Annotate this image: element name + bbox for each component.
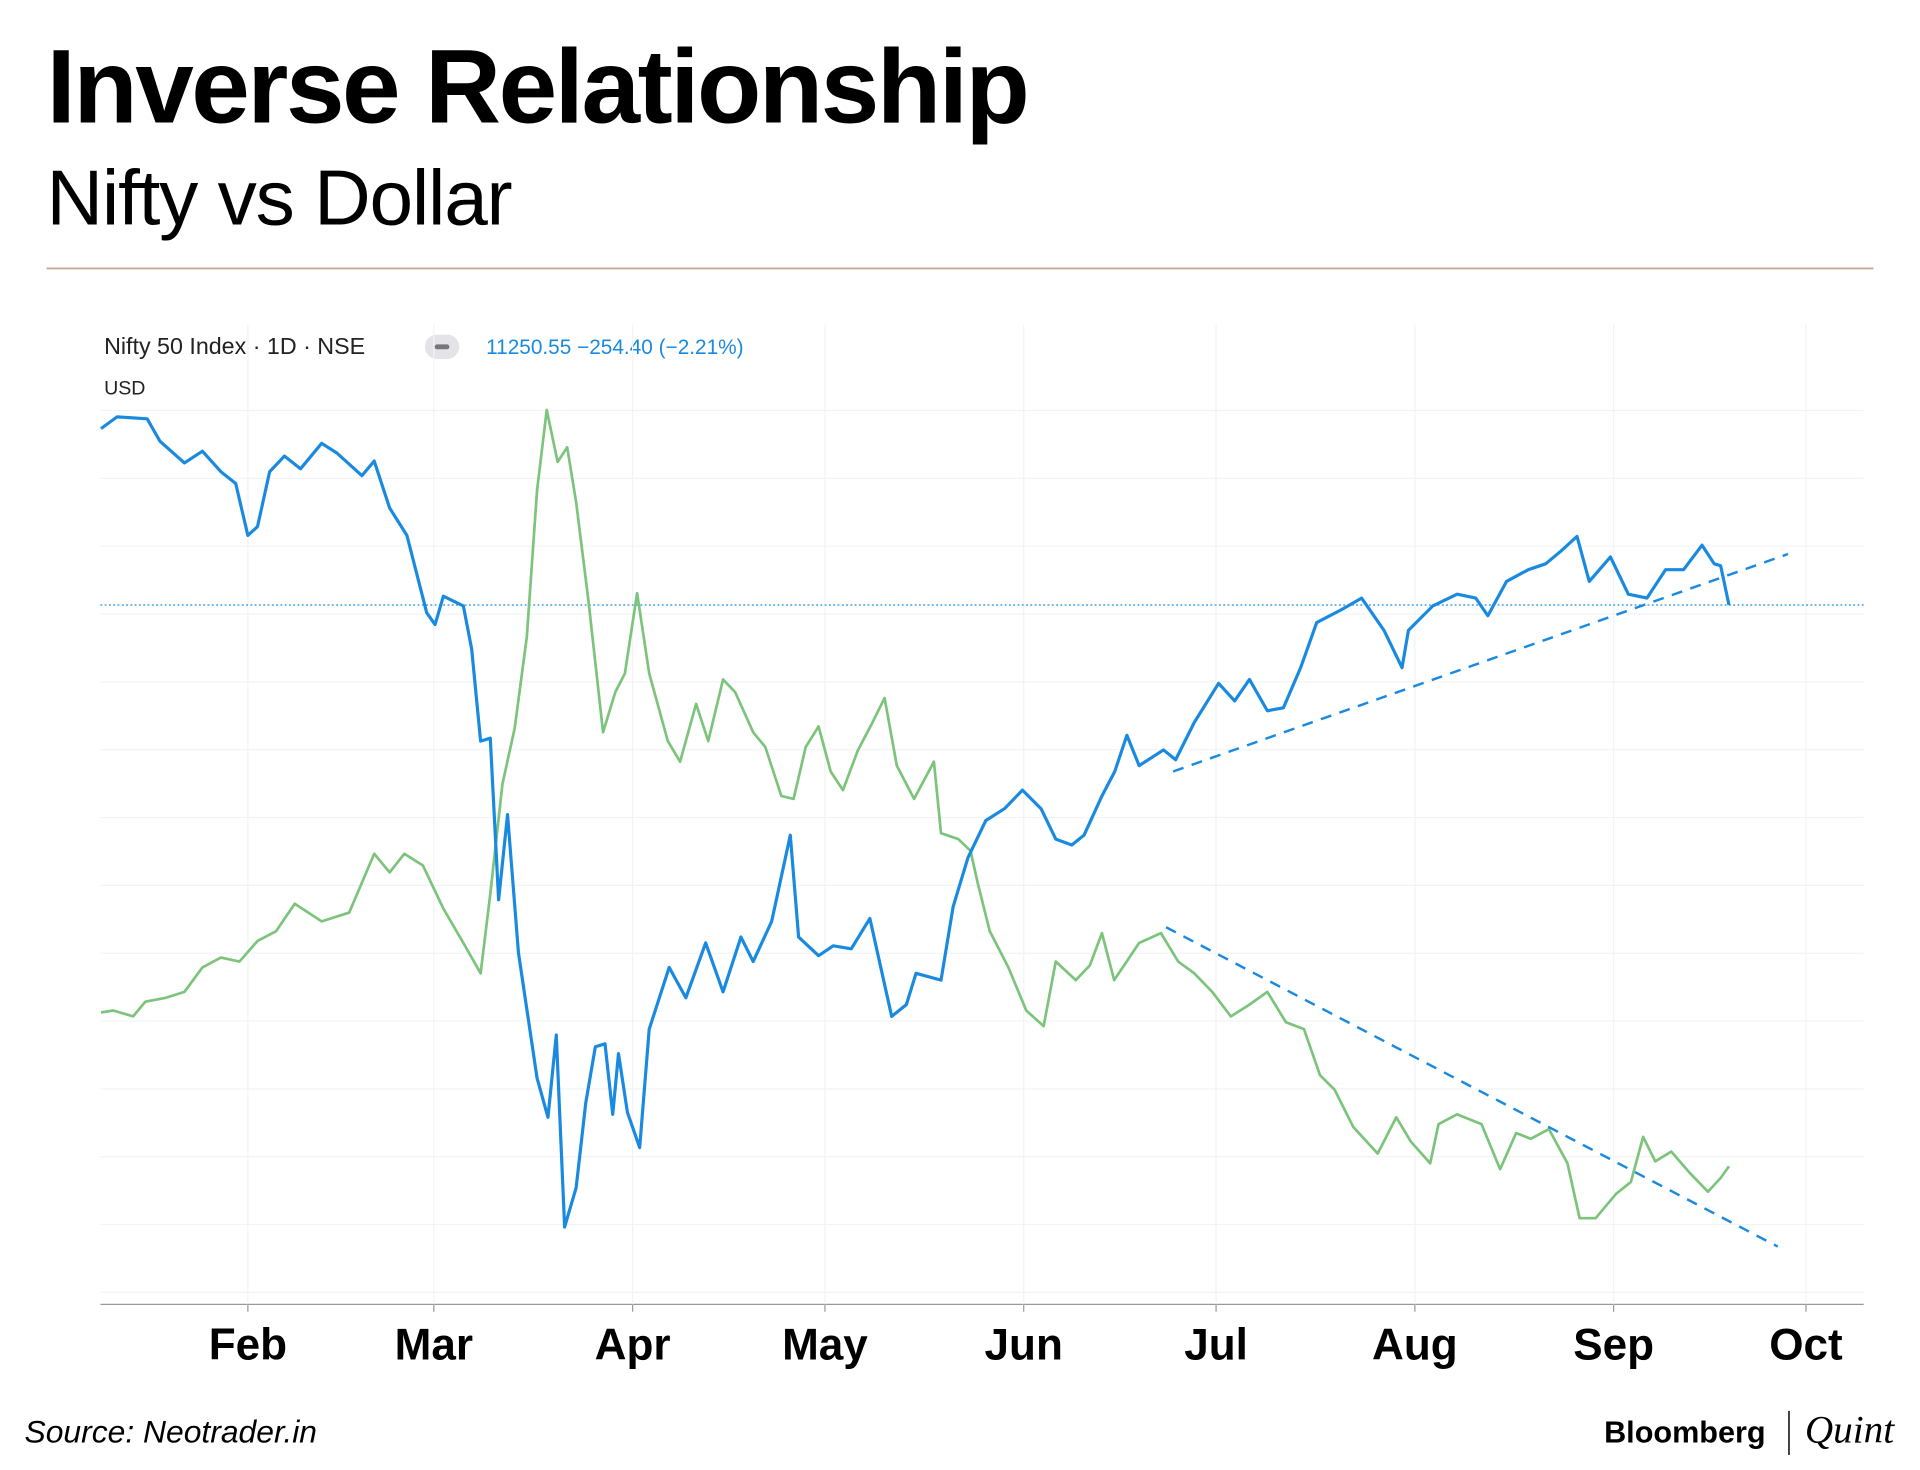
series-line xyxy=(100,415,1731,1229)
x-tick-label: May xyxy=(782,1320,868,1369)
legend-header: Nifty 50 Index · 1D · NSE xyxy=(104,333,365,359)
badge-icon xyxy=(434,344,450,350)
x-tick-label: Apr xyxy=(595,1320,671,1369)
trend-line xyxy=(1165,926,1779,1248)
brand: Bloomberg xyxy=(1604,1416,1766,1450)
quote: 11250.55 −254.40 (−2.21%) xyxy=(486,336,743,359)
x-tick-label: Aug xyxy=(1372,1320,1458,1369)
x-tick-label: Feb xyxy=(209,1320,287,1369)
x-tick-label: Oct xyxy=(1769,1320,1843,1369)
trend-line xyxy=(1172,552,1789,773)
plot: Feb Mar Apr May Jun Jul Aug Sep Oct xyxy=(100,324,1864,1369)
x-tick-label: Mar xyxy=(395,1320,473,1369)
x-tick-label: Jul xyxy=(1184,1320,1248,1369)
x-tick-label: Jun xyxy=(985,1320,1063,1369)
x-tick-label: Sep xyxy=(1573,1320,1654,1369)
source: Source: Neotrader.in xyxy=(24,1414,317,1450)
title: Inverse Relationship xyxy=(47,29,1028,146)
unit: USD xyxy=(104,378,145,400)
subtitle: Nifty vs Dollar xyxy=(47,153,512,241)
brand-suffix: Quint xyxy=(1805,1409,1895,1452)
series-line xyxy=(100,408,1731,1220)
